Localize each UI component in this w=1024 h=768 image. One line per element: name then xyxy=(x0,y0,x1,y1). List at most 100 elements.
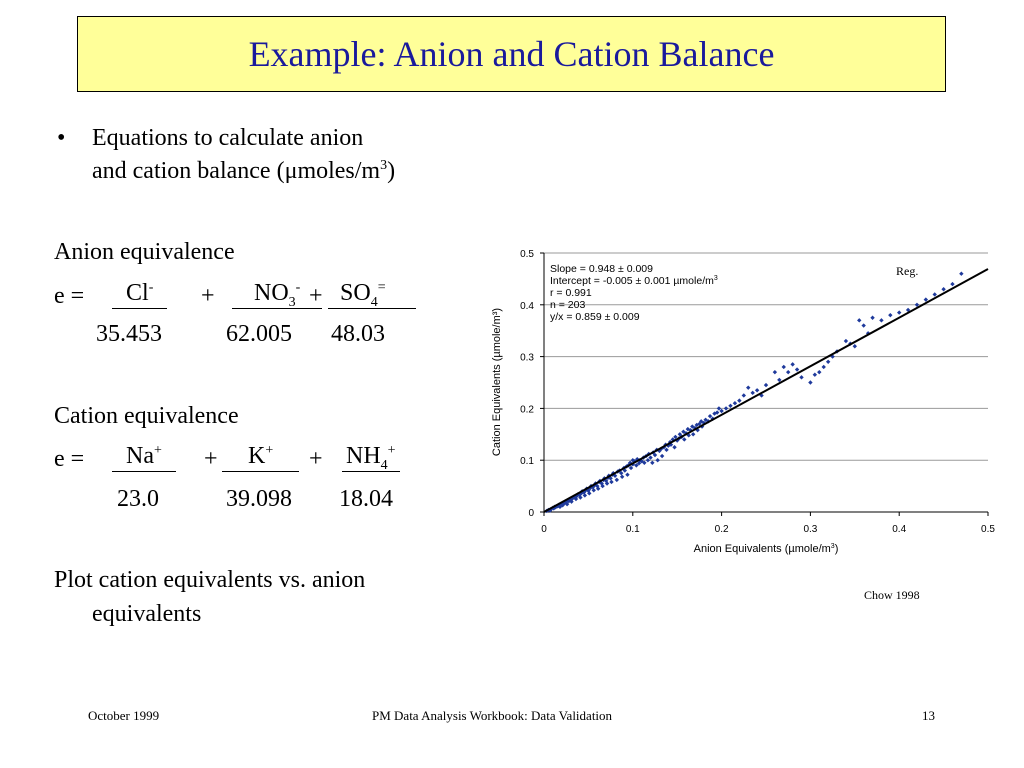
data-point-161 xyxy=(870,315,875,320)
data-point-75 xyxy=(632,459,637,464)
data-point-141 xyxy=(772,369,778,375)
x-axis-label-sup: 3 xyxy=(831,543,835,550)
data-point-122 xyxy=(701,420,707,426)
data-point-91 xyxy=(655,458,660,463)
plot-instruction-line-2: equivalents xyxy=(92,601,202,627)
data-point-144 xyxy=(786,369,791,375)
reg-label: Reg. xyxy=(896,264,919,278)
data-point-159 xyxy=(861,323,866,328)
data-point-36 xyxy=(586,488,591,493)
anion-denominator-3: 48.03 xyxy=(331,321,385,347)
x-tick-label-5: 0.5 xyxy=(981,524,995,535)
data-point-43 xyxy=(593,481,598,486)
chart-ticks: 0 0.1 0.2 0.3 0.4 0.5 0 0.1 0.2 0.3 0.4 0.5 xyxy=(520,249,995,535)
mu-symbol: μ xyxy=(284,158,298,184)
data-point-142 xyxy=(777,377,782,383)
data-point-7 xyxy=(553,505,558,510)
data-point-3 xyxy=(548,506,554,512)
data-point-30 xyxy=(579,491,584,496)
data-point-86 xyxy=(648,455,653,460)
data-point-59 xyxy=(611,470,616,476)
data-point-42 xyxy=(592,482,597,488)
cation-plus-2: + xyxy=(309,446,323,472)
data-point-136 xyxy=(746,385,751,390)
cation-denominator-1: 23.0 xyxy=(117,486,159,512)
annotation-line-1: Intercept = -0.005 ± 0.001 µmole/m3 xyxy=(550,275,718,287)
data-point-45 xyxy=(595,486,601,491)
data-point-1 xyxy=(546,507,551,513)
data-point-38 xyxy=(587,485,593,491)
x-tick-label-2: 0.2 xyxy=(715,524,729,535)
data-point-68 xyxy=(624,464,629,469)
data-point-63 xyxy=(617,468,622,473)
data-point-34 xyxy=(583,488,588,493)
data-point-127 xyxy=(712,411,717,416)
cl-charge: - xyxy=(148,280,154,295)
data-point-73 xyxy=(630,462,635,467)
anion-denominator-1: 35.453 xyxy=(96,321,162,347)
data-point-133 xyxy=(732,401,738,406)
data-point-16 xyxy=(564,499,569,504)
data-point-114 xyxy=(690,424,695,429)
data-point-118 xyxy=(695,427,700,433)
data-point-65 xyxy=(619,474,625,479)
data-point-89 xyxy=(652,452,658,458)
data-point-9 xyxy=(556,503,561,508)
data-point-12 xyxy=(559,501,564,506)
data-point-14 xyxy=(561,500,566,505)
data-point-119 xyxy=(697,421,702,427)
bullet-unit: moles/m xyxy=(297,158,381,184)
regression-line xyxy=(543,268,989,513)
data-point-64 xyxy=(619,470,624,476)
footer-page-number: 13 xyxy=(922,708,935,723)
annotation-line-0: Slope = 0.948 ± 0.009 xyxy=(550,263,653,275)
data-point-81 xyxy=(641,455,646,460)
data-point-90 xyxy=(654,447,659,453)
data-point-10 xyxy=(556,502,562,507)
data-point-146 xyxy=(794,367,800,372)
cl-symbol: Cl xyxy=(126,280,149,306)
data-point-116 xyxy=(692,425,698,431)
cl-numerator: Cl- xyxy=(112,280,168,309)
data-point-51 xyxy=(602,476,607,481)
annotation-unit-sup: 3 xyxy=(714,275,718,282)
anion-e-label: e = xyxy=(54,283,85,309)
so4-numerator: SO4= xyxy=(328,280,416,310)
y-tick-label-3: 0.3 xyxy=(520,353,534,364)
data-point-103 xyxy=(673,434,678,440)
x-tick-label-0: 0 xyxy=(541,524,547,535)
data-point-113 xyxy=(688,427,693,433)
so4-charge: = xyxy=(377,280,386,295)
data-point-24 xyxy=(572,494,578,499)
data-point-35 xyxy=(584,486,589,491)
data-point-130 xyxy=(719,408,724,414)
data-point-94 xyxy=(659,453,665,459)
k-charge: + xyxy=(265,443,274,458)
data-point-2 xyxy=(548,508,553,513)
x-tick-label-3: 0.3 xyxy=(803,524,817,535)
x-tick-label-1: 0.1 xyxy=(626,524,640,535)
data-point-137 xyxy=(750,390,755,396)
data-point-128 xyxy=(714,410,720,415)
annotation-line-4: y/x = 0.859 ± 0.009 xyxy=(550,311,640,323)
data-point-39 xyxy=(588,483,594,489)
data-point-29 xyxy=(578,495,583,500)
anion-heading: Anion equivalence xyxy=(54,239,235,265)
data-point-123 xyxy=(703,417,708,422)
data-point-40 xyxy=(590,484,596,490)
data-point-44 xyxy=(595,483,600,489)
data-point-124 xyxy=(706,419,711,424)
data-point-82 xyxy=(642,460,647,465)
data-point-98 xyxy=(666,443,671,448)
data-point-22 xyxy=(570,496,575,501)
data-point-101 xyxy=(670,437,675,442)
data-point-166 xyxy=(914,302,920,307)
data-point-107 xyxy=(679,434,684,440)
data-point-61 xyxy=(614,477,620,483)
data-point-157 xyxy=(852,344,857,349)
data-point-56 xyxy=(608,476,613,481)
data-point-96 xyxy=(663,442,668,447)
data-point-92 xyxy=(657,448,662,454)
data-point-148 xyxy=(808,380,813,385)
